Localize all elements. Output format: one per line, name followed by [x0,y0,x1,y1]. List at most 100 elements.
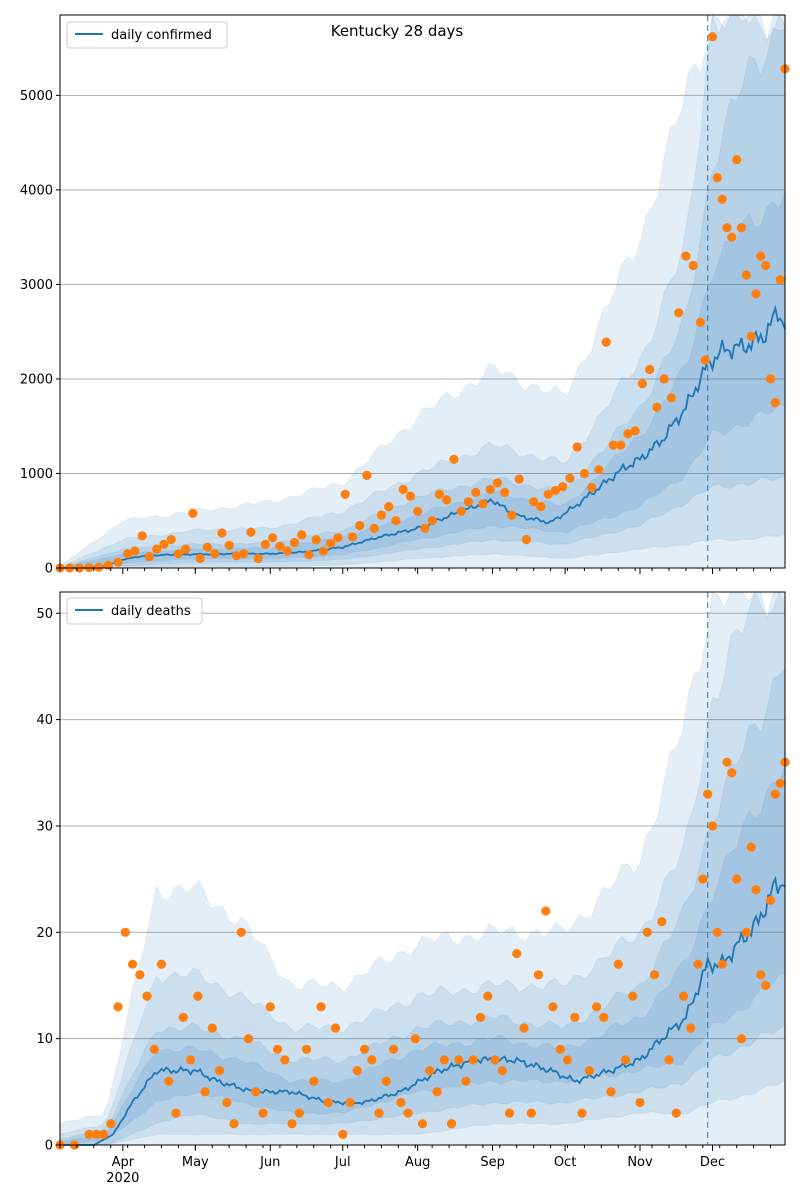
observed-point [195,553,205,564]
observed-point [775,778,785,789]
observed-point [166,535,176,545]
observed-point [497,1066,507,1076]
observed-point [427,516,437,526]
observed-point [659,374,669,384]
observed-point [239,549,249,559]
y-tick-label: 3000 [20,278,53,293]
observed-point [268,533,278,543]
observed-point [330,1023,341,1033]
observed-point [243,1034,254,1044]
observed-point [628,991,638,1001]
y-tick-label: 5000 [20,89,53,104]
observed-point [500,487,510,497]
x-tick-label: Aug [405,1155,430,1170]
observed-point [707,821,718,831]
observed-point [736,1034,747,1044]
observed-point [645,364,655,375]
observed-point [369,523,379,533]
observed-point [674,308,684,318]
observed-point [732,155,742,165]
observed-point [657,917,667,927]
y-tick-label: 2000 [20,372,53,387]
observed-point [272,1044,283,1054]
observed-point [471,487,481,497]
observed-point [555,1044,565,1054]
observed-point [210,549,220,559]
observed-point [113,557,123,567]
x-tick-label: Jul [334,1155,351,1170]
observed-point [761,260,771,271]
observed-point [130,546,140,556]
legend: daily confirmed [66,21,228,49]
observed-point [570,1012,580,1023]
y-tick-label: 50 [36,607,53,622]
observed-point [695,317,706,327]
observed-point [456,506,466,516]
observed-point [606,1087,616,1097]
observed-point [521,535,532,545]
observed-point [173,549,183,559]
observed-point [686,1023,696,1033]
observed-point [736,223,747,233]
observed-point [671,1108,681,1118]
observed-point [558,482,568,492]
observed-point [229,1119,239,1129]
observed-point [746,331,756,341]
legend-box [66,21,228,49]
observed-point [529,497,539,507]
observed-point [391,516,401,526]
observed-point [698,874,708,884]
observed-point [490,1055,500,1065]
observed-point [681,251,691,261]
observed-points [55,32,790,573]
observed-point [461,1076,471,1086]
observed-point [775,275,785,285]
observed-point [608,440,619,450]
observed-point [732,874,742,884]
observed-point [159,539,169,550]
observed-point [483,991,493,1001]
observed-point [193,991,203,1001]
observed-point [572,442,582,452]
observed-point [323,1097,333,1108]
observed-point [620,1055,631,1065]
plot-frame [59,14,786,569]
y-tick-label: 0 [45,1139,53,1154]
observed-point [185,1055,196,1065]
observed-point [543,489,553,499]
observed-point [751,885,761,895]
observed-point [338,1129,348,1139]
observed-point [727,232,737,242]
y-tick-label: 0 [45,562,53,577]
observed-point [533,970,544,980]
observed-point [475,1012,486,1023]
observed-point [584,1066,594,1076]
observed-point [746,842,756,852]
observed-point [514,474,524,484]
legend-box [66,597,203,625]
observed-point [340,489,350,499]
observed-point [231,551,241,561]
observed-point [142,991,152,1001]
observed-point [207,1023,217,1033]
observed-point [200,1087,210,1097]
observed-point [666,393,677,403]
observed-point [287,1119,297,1129]
observed-point [717,194,727,204]
observed-point [149,1044,159,1054]
observed-point [770,789,780,799]
y-tick-label: 20 [36,926,53,941]
observed-point [106,1119,116,1129]
observed-point [345,1097,355,1108]
observed-point [594,465,604,475]
observed-point [770,398,780,408]
y-tick-label: 1000 [20,467,53,482]
observed-point [765,895,776,906]
observed-point [439,1055,449,1065]
observed-point [127,959,138,969]
observed-point [623,429,633,439]
observed-point [413,506,423,516]
observed-point [434,489,444,499]
observed-point [504,1108,515,1118]
